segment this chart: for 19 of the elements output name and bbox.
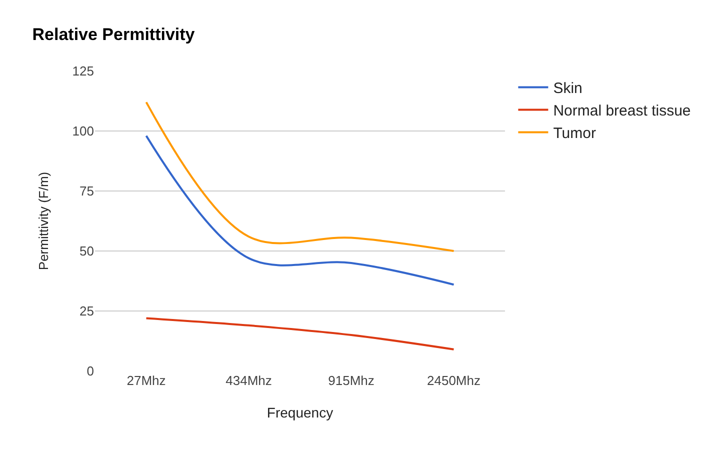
y-tick-label: 0 [86, 364, 94, 379]
x-tick-label: 2450Mhz [427, 373, 480, 388]
y-tick-label: 125 [72, 64, 94, 79]
y-tick-label: 100 [72, 124, 94, 139]
y-tick-label: 50 [80, 244, 94, 259]
x-tick-label: 915Mhz [328, 373, 374, 388]
line-series [145, 101, 455, 252]
line-series [145, 317, 455, 350]
legend-label: Normal breast tissue [553, 102, 691, 120]
x-axis-title: Frequency [266, 404, 334, 420]
x-tick-label: 27Mhz [126, 373, 166, 388]
x-tick-label: 434Mhz [226, 373, 272, 388]
y-tick-label: 75 [80, 184, 94, 199]
chart-title: Relative Permittivity [32, 24, 196, 44]
line-series [145, 134, 455, 286]
y-axis-title: Permittivity (F/m) [36, 172, 52, 270]
y-tick-label: 25 [80, 304, 94, 319]
legend-label: Skin [553, 80, 582, 98]
legend-label: Tumor [553, 125, 596, 142]
